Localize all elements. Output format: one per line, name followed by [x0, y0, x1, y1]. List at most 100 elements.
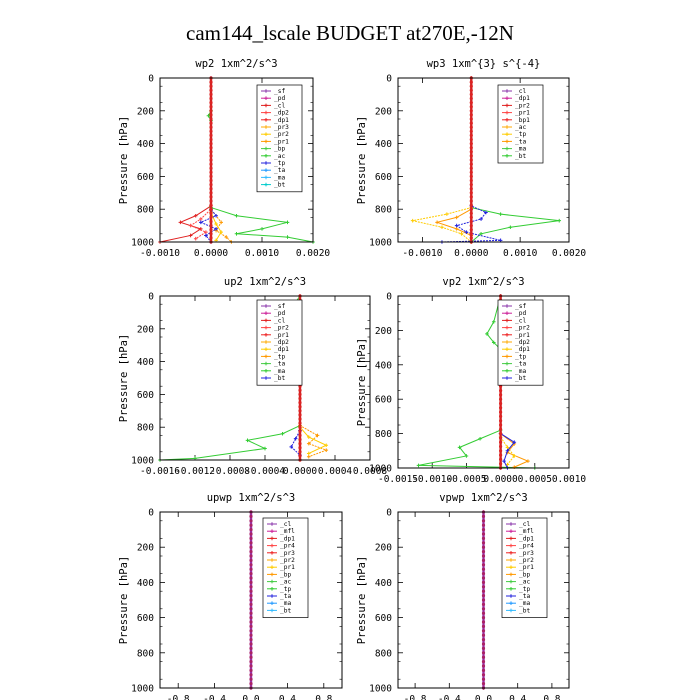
y-tick-label: 800 [375, 205, 392, 216]
zero-profile-marker [499, 406, 503, 410]
legend-marker [505, 125, 509, 129]
zero-profile-marker [481, 589, 486, 593]
x-tick-label: 0.0 [242, 694, 259, 700]
zero-profile-marker [209, 162, 213, 166]
series-point [512, 454, 517, 458]
legend-marker [509, 579, 513, 584]
zero-profile-marker [481, 629, 486, 633]
series-point [188, 223, 193, 228]
x-tick-label: -0.0016 [140, 466, 180, 477]
plot-frame [397, 295, 570, 469]
legend-label: _cl [280, 521, 291, 528]
panel-title: vpwp 1xm^2/s^3 [439, 492, 528, 504]
legend-box [262, 517, 309, 618]
zero-profile-marker [481, 602, 486, 607]
legend-marker [264, 96, 268, 100]
y-tick-label: 600 [137, 390, 154, 401]
y-tick-label: 0 [386, 508, 392, 519]
zero-profile-marker [481, 668, 486, 673]
series-point [454, 223, 459, 228]
zero-profile-marker [249, 519, 253, 523]
series-point [280, 431, 285, 436]
zero-profile-marker [298, 392, 302, 396]
zero-profile-marker [209, 137, 213, 142]
y-axis-label: Pressure [hPa] [118, 116, 130, 205]
zero-profile-marker [499, 397, 503, 401]
legend-label: _bt [519, 607, 530, 614]
zero-profile-marker [249, 598, 253, 602]
zero-profile-marker [249, 620, 253, 624]
legend-marker [509, 543, 513, 548]
plot-frame [159, 295, 371, 461]
zero-profile-marker [469, 170, 473, 174]
legend-label: _pd [274, 310, 285, 317]
zero-profile-marker [481, 594, 486, 598]
legend-marker [264, 161, 268, 165]
series-point [508, 225, 513, 230]
zero-profile-marker [209, 80, 213, 84]
x-tick-label: -0.4 [203, 694, 226, 700]
y-tick-label: 200 [375, 326, 392, 337]
series-point [479, 217, 483, 221]
legend-marker [264, 354, 268, 359]
zero-profile-marker [249, 660, 253, 664]
legend-label: _dp1 [274, 117, 289, 124]
zero-profile-marker [481, 550, 486, 554]
zero-profile-marker [298, 421, 302, 425]
zero-profile-marker [249, 629, 253, 633]
zero-profile-marker [249, 523, 253, 527]
series-point [502, 459, 506, 463]
zero-profile-marker [298, 425, 302, 429]
zero-profile-marker [469, 121, 473, 125]
zero-profile-marker [499, 453, 503, 457]
legend-marker [509, 558, 513, 562]
panels: wp2 1xm^2/s^3 Pressure [hPa] 0 200 400 600 800… [118, 58, 586, 700]
zero-profile-marker [499, 462, 503, 466]
y-tick-label: 600 [375, 172, 392, 183]
series-point [306, 435, 311, 439]
series-point [498, 212, 503, 216]
legend-marker [270, 587, 274, 591]
legend-label: _pr4 [280, 543, 295, 550]
legend-label: _pr2 [274, 131, 289, 138]
y-tick-label: 600 [137, 172, 154, 183]
zero-profile-marker [249, 655, 253, 659]
series-point [505, 449, 510, 453]
zero-profile-marker [298, 442, 302, 446]
series-point [454, 227, 459, 231]
zero-profile-marker [481, 655, 486, 659]
series-point [505, 445, 510, 450]
zero-profile-marker [249, 646, 253, 651]
legend-label: _dp2 [274, 110, 289, 117]
y-tick-label: 200 [137, 543, 154, 554]
legend-label: _ac [274, 153, 285, 160]
legend-marker [509, 522, 513, 526]
y-tick-label: 600 [375, 613, 392, 624]
y-tick-label: 600 [137, 613, 154, 624]
zero-profile-marker [249, 545, 253, 549]
series-point [324, 448, 329, 452]
zero-profile-marker [209, 203, 213, 207]
zero-profile-marker [209, 101, 213, 105]
zero-profile-marker [209, 158, 213, 162]
x-tick-label: -0.0010 [412, 474, 452, 485]
y-tick-label: 1000 [369, 464, 392, 475]
y-tick-label: 1000 [131, 684, 154, 695]
zero-profile-marker [481, 545, 486, 549]
legend-label: _dp2 [274, 339, 289, 346]
zero-profile-marker [481, 620, 486, 624]
series-point [464, 454, 469, 458]
zero-profile-marker [481, 677, 486, 681]
zero-profile-marker [249, 616, 253, 620]
legend-marker [264, 325, 268, 330]
series-point [285, 235, 290, 239]
zero-profile-marker [249, 668, 253, 673]
zero-profile-marker [481, 682, 486, 686]
legend-marker [505, 311, 509, 315]
series-point [219, 230, 223, 234]
legend-label: _pr3 [519, 550, 534, 557]
zero-profile-marker [298, 454, 302, 458]
zero-profile-marker [209, 92, 213, 96]
legend-marker [505, 361, 509, 366]
zero-profile-marker [481, 580, 486, 585]
